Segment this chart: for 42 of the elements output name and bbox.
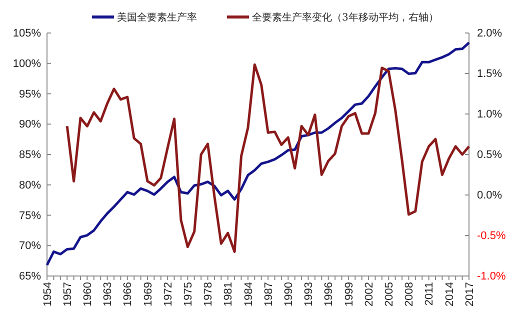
x-tick-label: 2002 [363,282,376,306]
y2-tick-label: 1.5% [477,68,502,80]
x-tick-label: 1981 [222,282,235,306]
x-tick-label: 1972 [162,282,174,306]
y-tick-label: 105% [12,28,42,40]
y-tick-label: 95% [18,88,42,100]
y2-tick-label: -1.0% [477,270,506,283]
y-tick-label: 80% [18,179,42,192]
y2-tick-label: -0.5% [477,230,506,242]
y-tick-label: 90% [18,118,42,131]
x-tick-label: 2017 [464,282,476,306]
legend-label: 全要素生产率变化（3年移动平均，右轴） [252,12,438,24]
y-tick-label: 85% [18,149,42,162]
legend-label: 美国全要素生产率 [117,12,197,24]
y-tick-label: 65% [18,270,42,283]
x-tick-label: 1996 [323,282,336,306]
x-tick-label: 1993 [303,282,316,306]
x-tick-label: 1987 [262,282,275,306]
y2-tick-label: 2.0% [477,28,502,40]
x-tick-label: 1984 [242,282,255,306]
x-tick-label: 2014 [444,282,456,306]
x-tick-label: 1969 [142,282,154,306]
y-tick-label: 70% [18,240,42,252]
x-tick-label: 2008 [404,282,416,306]
x-tick-label: 1954 [42,282,54,306]
x-tick-label: 1957 [62,282,74,306]
y-tick-label: 75% [18,210,42,222]
y2-tick-label: 1.0% [477,108,502,121]
x-tick-label: 1975 [182,282,195,306]
x-tick-label: 1990 [282,282,295,306]
x-tick-label: 2011 [424,282,436,306]
x-tick-label: 1978 [202,282,215,306]
y2-tick-label: 0.5% [477,149,502,162]
line-series [66,63,470,253]
x-tick-label: 1999 [343,282,356,306]
y2-tick-label: 0.0% [477,190,502,202]
x-tick-label: 1960 [82,282,94,306]
y-tick-label: 100% [12,58,42,70]
line-series [46,41,470,266]
x-tick-label: 1966 [122,282,134,306]
x-tick-label: 2005 [383,282,396,306]
x-tick-label: 1963 [102,282,114,306]
